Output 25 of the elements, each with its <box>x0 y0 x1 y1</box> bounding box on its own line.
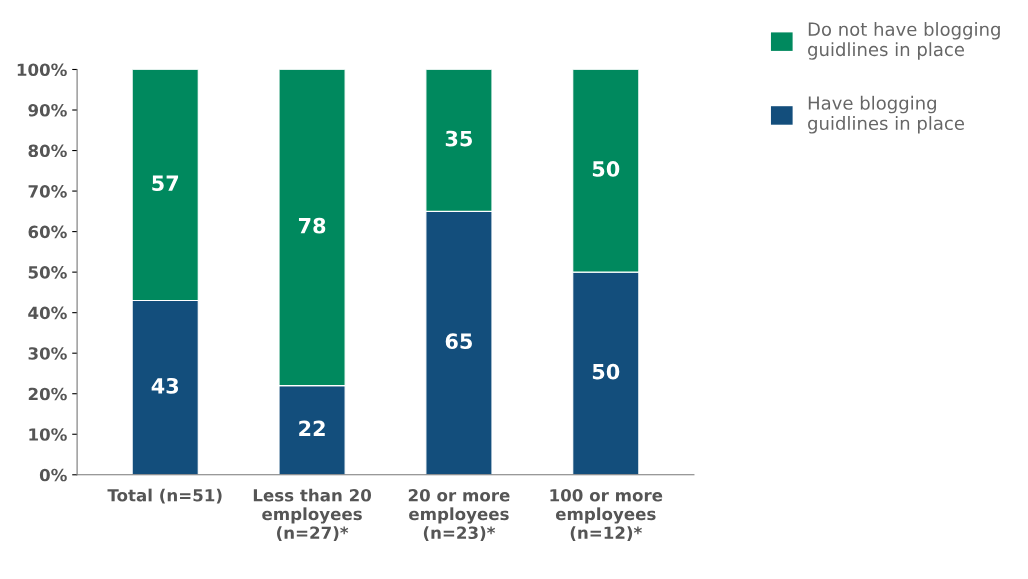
data-label: 78 <box>298 217 326 234</box>
y-tick-label: 20% <box>28 387 67 401</box>
y-tick-label: 90% <box>28 103 67 117</box>
y-tick-label: 50% <box>28 266 67 279</box>
data-label: 35 <box>445 130 472 147</box>
y-tick-label: 80% <box>28 144 67 158</box>
legend-label: Do not have blogging guidlines in place <box>808 22 1000 60</box>
data-label: 57 <box>152 175 179 192</box>
y-tick-label: 70% <box>28 185 67 198</box>
x-tick-label: Total (n=51) <box>107 488 222 504</box>
y-tick-label: 60% <box>28 225 67 239</box>
y-tick-label: 30% <box>28 347 67 360</box>
data-label: 22 <box>299 420 325 436</box>
data-label: 50 <box>592 363 620 380</box>
data-label: 65 <box>445 333 472 350</box>
data-label: 43 <box>151 377 179 394</box>
x-tick-label: 20 or more employees (n=23)* <box>408 488 510 541</box>
y-tick-label: 0% <box>39 468 67 482</box>
y-tick-label: 40% <box>28 306 67 320</box>
legend-label: Have blogging guidlines in place <box>808 95 964 134</box>
data-label: 50 <box>592 161 620 177</box>
x-tick-label: 100 or more employees (n=12)* <box>550 488 663 541</box>
y-tick-label: 10% <box>29 428 67 441</box>
y-tick-label: 100% <box>17 63 67 77</box>
x-tick-label: Less than 20 employees (n=27)* <box>253 488 372 541</box>
